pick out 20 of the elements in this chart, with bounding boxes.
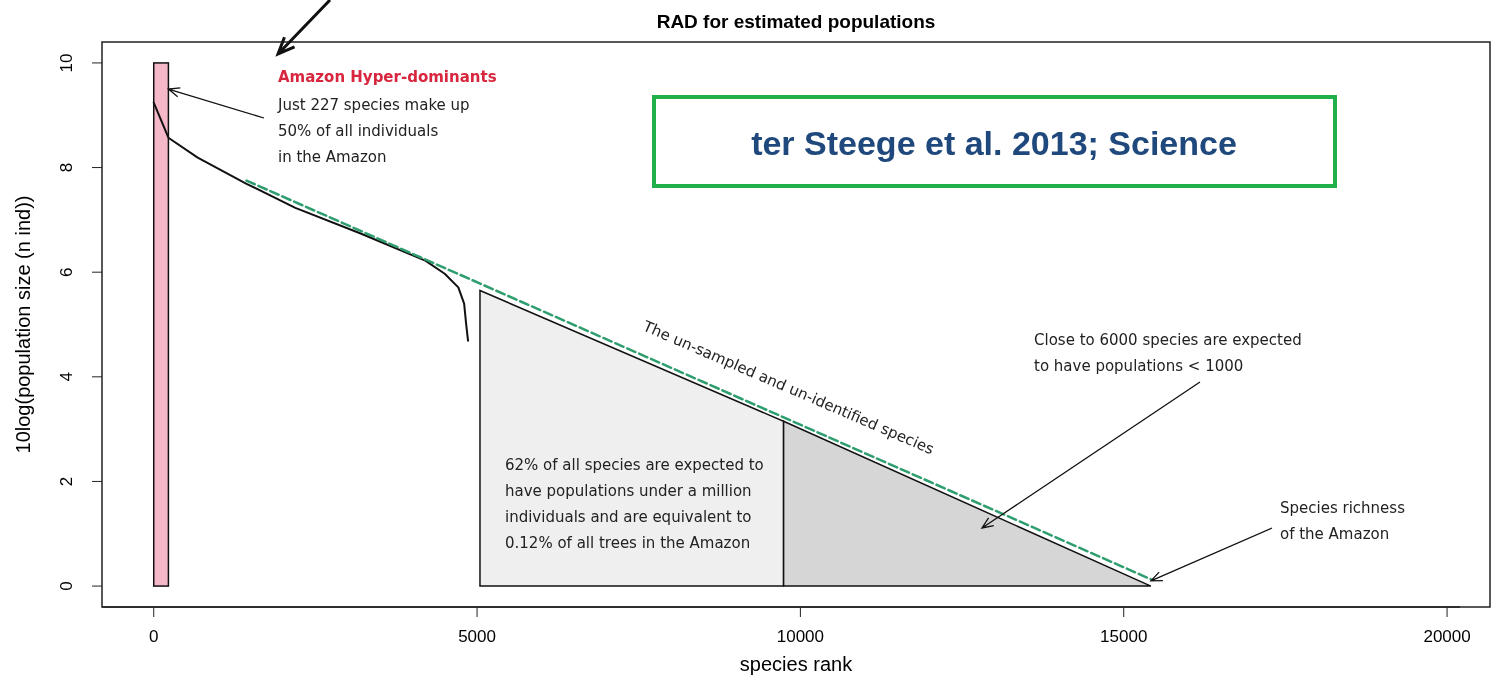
annotation: ter Steege et al. 2013; Science bbox=[751, 124, 1237, 162]
x-axis-title: species rank bbox=[739, 653, 854, 675]
y-axis-title: 10log(population size (n ind)) bbox=[12, 195, 34, 454]
y-tick-label: 6 bbox=[57, 267, 76, 277]
annotation: Just 227 species make up 50% of all individuals in the Amazon bbox=[277, 96, 470, 166]
y-tick-label: 2 bbox=[57, 476, 76, 487]
y-tick-label: 8 bbox=[57, 162, 76, 173]
y-tick-label: 0 bbox=[57, 581, 76, 591]
annotation: Species richness of the Amazon bbox=[1280, 499, 1406, 543]
chart-title: RAD for estimated populations bbox=[656, 11, 936, 32]
x-tick-label: 10000 bbox=[776, 627, 825, 646]
x-tick-label: 15000 bbox=[1100, 627, 1148, 646]
x-tick-label: 0 bbox=[149, 627, 159, 646]
annotation: 62% of all species are expected to have populations under a million individuals and are equivalent to 0.12% of all trees in the Amazon bbox=[505, 456, 764, 552]
annotation: Amazon Hyper-dominants bbox=[278, 68, 497, 86]
x-tick-label: 20000 bbox=[1423, 627, 1471, 646]
y-tick-label: 10 bbox=[57, 53, 76, 73]
x-tick-label: 5000 bbox=[458, 627, 496, 646]
y-tick-label: 4 bbox=[57, 372, 76, 382]
annotation: Close to 6000 species are expected to have populations < 1000 bbox=[1034, 331, 1302, 375]
